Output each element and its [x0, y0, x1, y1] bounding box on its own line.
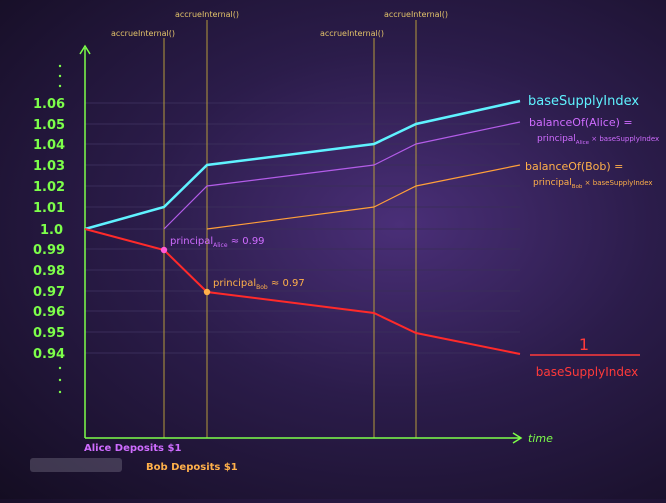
y-tick-label: 1.02 — [33, 180, 65, 195]
y-tick-label: 0.96 — [33, 305, 65, 320]
x-axis-label: time — [528, 432, 553, 445]
y-tick-label: 0.97 — [33, 285, 65, 300]
event-label-top-2: accrueInternal() — [384, 10, 448, 19]
alice-deposit-label: Alice Deposits $1 — [84, 443, 181, 454]
y-tick-label: 0.99 — [33, 243, 65, 258]
principal-alice-word: principal — [170, 236, 213, 247]
blurred-watermark — [30, 458, 122, 472]
event-label-mid-1: accrueInternal() — [111, 29, 175, 38]
fraction-numerator: 1 — [579, 335, 589, 354]
balance-bob-principal: principal — [533, 178, 572, 188]
balance-alice-formula: principalAlice × baseSupplyIndex — [537, 134, 659, 146]
balance-alice-principal: principal — [537, 134, 576, 144]
principal-bob-word: principal — [213, 278, 256, 289]
y-tick-label: 1.04 — [33, 138, 65, 153]
event-label-top-1: accrueInternal() — [175, 10, 239, 19]
balance-alice-label: balanceOf(Alice) = — [529, 116, 633, 129]
grid-lines — [85, 102, 520, 354]
principal-bob-value: ≈ 0.97 — [268, 278, 305, 289]
base-supply-index-line — [84, 99, 521, 231]
y-tick-label: 1.03 — [33, 159, 65, 174]
principal-bob-annotation: principalBob ≈ 0.97 — [213, 278, 305, 291]
principal-alice-subscript: Alice — [213, 242, 228, 249]
y-tick-label: 1.0 — [40, 223, 63, 238]
balance-bob-label: balanceOf(Bob) = — [525, 160, 623, 173]
balance-bob-subscript: Bob — [572, 184, 583, 190]
balance-alice-subscript: Alice — [576, 140, 590, 146]
principal-alice-value: ≈ 0.99 — [228, 236, 265, 247]
axis-ellipsis-dots — [58, 64, 62, 394]
balance-alice-multiplier: × baseSupplyIndex — [589, 135, 659, 143]
principal-bob-point — [203, 288, 211, 296]
principal-bob-subscript: Bob — [256, 284, 268, 291]
y-tick-label: 0.98 — [33, 264, 65, 279]
y-tick-label: 1.06 — [33, 97, 65, 112]
balance-bob-formula: principalBob × baseSupplyIndex — [533, 178, 653, 190]
bob-deposit-label: Bob Deposits $1 — [146, 462, 238, 473]
y-tick-labels: 1.06 1.05 1.04 1.03 1.02 1.01 1.0 0.99 0… — [33, 97, 65, 362]
balance-bob-multiplier: × baseSupplyIndex — [582, 179, 652, 187]
balance-bob-line — [206, 164, 521, 230]
y-tick-label: 1.01 — [33, 201, 65, 216]
y-tick-label: 0.94 — [33, 347, 65, 362]
event-label-mid-2: accrueInternal() — [320, 29, 384, 38]
principal-alice-annotation: principalAlice ≈ 0.99 — [170, 236, 265, 249]
fraction-denominator: baseSupplyIndex — [536, 365, 639, 379]
y-tick-label: 0.95 — [33, 326, 65, 341]
base-supply-index-label: baseSupplyIndex — [528, 94, 639, 109]
y-tick-label: 1.05 — [33, 118, 65, 133]
balance-alice-line — [163, 121, 521, 230]
axes — [79, 44, 523, 444]
inverse-index-line — [84, 228, 521, 355]
principal-alice-point — [160, 246, 168, 254]
